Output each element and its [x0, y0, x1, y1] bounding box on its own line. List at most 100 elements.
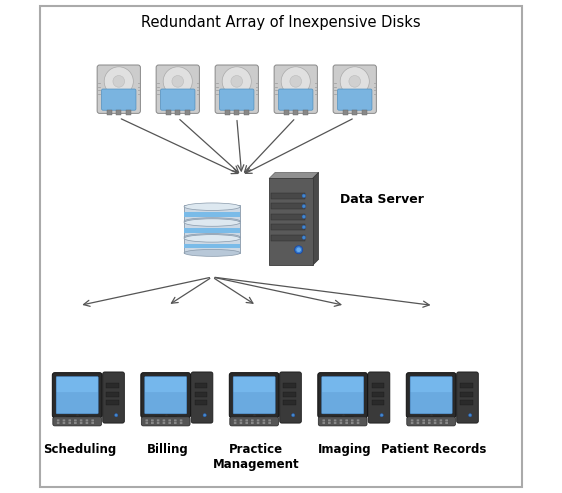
FancyBboxPatch shape [162, 419, 165, 422]
FancyBboxPatch shape [179, 419, 183, 422]
FancyBboxPatch shape [174, 419, 177, 422]
Circle shape [349, 75, 361, 87]
Circle shape [302, 205, 306, 208]
FancyBboxPatch shape [225, 110, 230, 115]
FancyBboxPatch shape [106, 392, 119, 396]
Text: Redundant Array of Inexpensive Disks: Redundant Array of Inexpensive Disks [141, 15, 421, 30]
FancyBboxPatch shape [195, 384, 207, 388]
FancyBboxPatch shape [460, 400, 473, 405]
Ellipse shape [184, 219, 241, 226]
FancyBboxPatch shape [422, 419, 425, 422]
FancyBboxPatch shape [338, 89, 372, 110]
FancyBboxPatch shape [233, 377, 275, 414]
FancyBboxPatch shape [106, 400, 119, 405]
FancyBboxPatch shape [161, 89, 195, 110]
FancyBboxPatch shape [57, 422, 60, 424]
Circle shape [115, 414, 118, 417]
FancyBboxPatch shape [328, 419, 331, 422]
Circle shape [296, 247, 301, 252]
FancyBboxPatch shape [53, 417, 102, 426]
FancyBboxPatch shape [144, 377, 187, 414]
FancyBboxPatch shape [68, 419, 71, 422]
Circle shape [104, 67, 133, 96]
FancyBboxPatch shape [116, 110, 121, 115]
FancyBboxPatch shape [184, 221, 241, 237]
FancyBboxPatch shape [322, 419, 325, 422]
FancyBboxPatch shape [271, 213, 305, 220]
FancyBboxPatch shape [345, 422, 348, 424]
FancyBboxPatch shape [339, 419, 342, 422]
FancyBboxPatch shape [184, 237, 241, 253]
Text: Billing: Billing [147, 443, 189, 456]
FancyBboxPatch shape [80, 419, 83, 422]
FancyBboxPatch shape [245, 419, 248, 422]
FancyBboxPatch shape [175, 110, 180, 115]
Circle shape [222, 67, 251, 96]
Circle shape [231, 75, 243, 87]
FancyBboxPatch shape [156, 65, 200, 113]
Ellipse shape [184, 249, 241, 256]
FancyBboxPatch shape [428, 422, 431, 424]
FancyBboxPatch shape [372, 400, 384, 405]
FancyBboxPatch shape [283, 384, 296, 388]
FancyBboxPatch shape [322, 422, 325, 424]
FancyBboxPatch shape [220, 89, 254, 110]
FancyBboxPatch shape [433, 419, 437, 422]
FancyBboxPatch shape [80, 422, 83, 424]
FancyBboxPatch shape [162, 422, 165, 424]
FancyBboxPatch shape [245, 422, 248, 424]
FancyBboxPatch shape [280, 372, 301, 423]
FancyBboxPatch shape [416, 419, 419, 422]
FancyBboxPatch shape [433, 422, 437, 424]
FancyBboxPatch shape [284, 110, 289, 115]
FancyBboxPatch shape [85, 422, 88, 424]
FancyBboxPatch shape [102, 89, 136, 110]
FancyBboxPatch shape [410, 377, 452, 414]
FancyBboxPatch shape [145, 422, 148, 424]
FancyBboxPatch shape [439, 419, 442, 422]
FancyBboxPatch shape [322, 377, 363, 392]
FancyBboxPatch shape [351, 419, 354, 422]
Circle shape [290, 75, 302, 87]
FancyBboxPatch shape [457, 372, 478, 423]
Circle shape [469, 414, 472, 417]
FancyBboxPatch shape [141, 373, 191, 418]
Circle shape [113, 75, 125, 87]
FancyBboxPatch shape [243, 417, 266, 422]
Circle shape [163, 67, 192, 96]
FancyBboxPatch shape [351, 422, 354, 424]
FancyBboxPatch shape [184, 205, 241, 221]
FancyBboxPatch shape [91, 419, 94, 422]
Polygon shape [312, 173, 319, 265]
FancyBboxPatch shape [166, 110, 171, 115]
FancyBboxPatch shape [251, 422, 254, 424]
FancyBboxPatch shape [460, 384, 473, 388]
FancyBboxPatch shape [345, 419, 348, 422]
FancyBboxPatch shape [318, 417, 367, 426]
FancyBboxPatch shape [91, 422, 94, 424]
FancyBboxPatch shape [268, 422, 271, 424]
FancyBboxPatch shape [157, 419, 160, 422]
FancyBboxPatch shape [157, 422, 160, 424]
FancyBboxPatch shape [62, 422, 66, 424]
Circle shape [292, 414, 295, 417]
FancyBboxPatch shape [268, 419, 271, 422]
FancyBboxPatch shape [151, 422, 154, 424]
FancyBboxPatch shape [145, 377, 186, 392]
FancyBboxPatch shape [185, 110, 190, 115]
FancyBboxPatch shape [57, 419, 60, 422]
Polygon shape [269, 173, 319, 178]
FancyBboxPatch shape [439, 422, 442, 424]
FancyBboxPatch shape [445, 419, 448, 422]
FancyBboxPatch shape [334, 419, 337, 422]
FancyBboxPatch shape [269, 178, 312, 265]
FancyBboxPatch shape [352, 110, 357, 115]
FancyBboxPatch shape [151, 419, 154, 422]
FancyBboxPatch shape [274, 65, 318, 113]
Circle shape [203, 414, 206, 417]
FancyBboxPatch shape [262, 419, 265, 422]
FancyBboxPatch shape [184, 212, 241, 217]
FancyBboxPatch shape [372, 384, 384, 388]
FancyBboxPatch shape [303, 110, 308, 115]
FancyBboxPatch shape [362, 110, 367, 115]
